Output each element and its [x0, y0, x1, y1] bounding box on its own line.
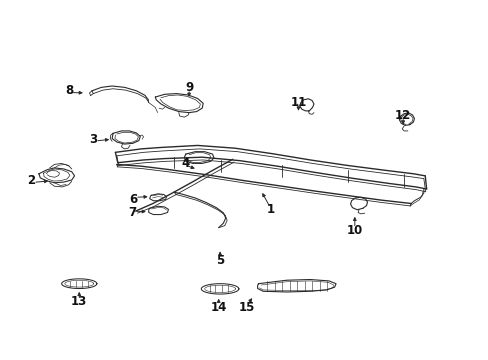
Text: 14: 14: [210, 301, 226, 314]
Text: 15: 15: [238, 301, 255, 314]
Text: 1: 1: [265, 203, 274, 216]
Text: 9: 9: [184, 81, 193, 94]
Text: 6: 6: [129, 193, 138, 206]
Text: 13: 13: [71, 295, 87, 308]
Text: 4: 4: [182, 157, 189, 170]
Text: 5: 5: [216, 254, 224, 267]
Text: 2: 2: [27, 174, 36, 187]
Text: 8: 8: [65, 84, 73, 97]
Text: 10: 10: [346, 224, 362, 237]
Text: 3: 3: [89, 133, 98, 146]
Text: 7: 7: [128, 206, 136, 219]
Text: 11: 11: [290, 96, 306, 109]
Text: 12: 12: [394, 108, 410, 122]
